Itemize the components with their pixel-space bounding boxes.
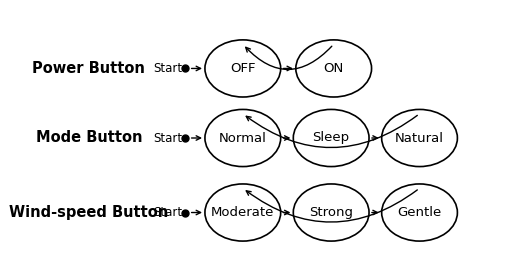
Text: Sleep: Sleep (312, 131, 350, 145)
Text: Power Button: Power Button (33, 61, 145, 76)
Text: Strong: Strong (309, 206, 353, 219)
Text: Moderate: Moderate (211, 206, 275, 219)
Text: Natural: Natural (395, 131, 444, 145)
Text: ON: ON (323, 62, 344, 75)
Text: Normal: Normal (219, 131, 267, 145)
Text: Gentle: Gentle (398, 206, 442, 219)
Text: Start: Start (153, 206, 182, 219)
Text: Start: Start (153, 62, 182, 75)
Text: Start: Start (153, 131, 182, 145)
Text: Mode Button: Mode Button (36, 131, 142, 145)
Text: OFF: OFF (230, 62, 256, 75)
Text: Wind-speed Button: Wind-speed Button (9, 205, 168, 220)
